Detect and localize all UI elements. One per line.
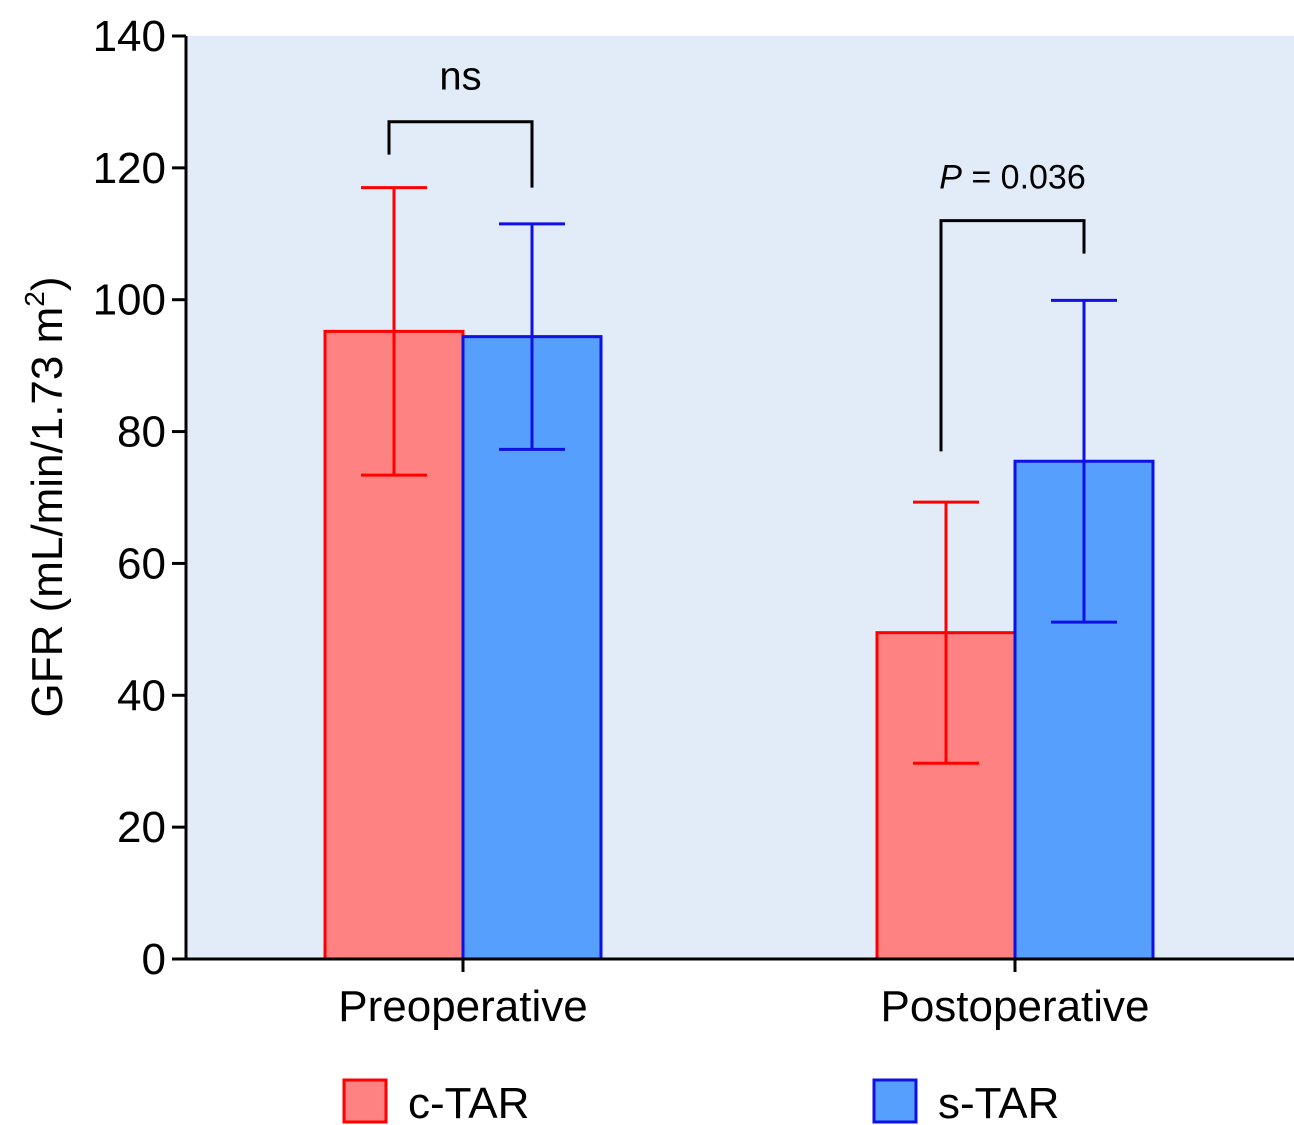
x-tick-label: Postoperative: [880, 982, 1149, 1031]
error-bar-s-TAR-preoperative: [499, 222, 565, 451]
y-axis-label-close: ): [23, 277, 72, 292]
error-bars: [361, 186, 1117, 765]
legend-swatch: [342, 1078, 388, 1124]
legend-label: s-TAR: [938, 1079, 1059, 1125]
error-bar-c-TAR-preoperative: [361, 186, 427, 477]
y-tick-label: 40: [117, 671, 166, 720]
legend: c-TAR s-TAR: [342, 1078, 1059, 1125]
error-bar-c-TAR-postoperative: [913, 500, 979, 765]
significance-bracket-0: ns: [387, 55, 534, 188]
y-tick-label: 120: [93, 144, 166, 193]
legend-swatch: [872, 1078, 918, 1124]
legend-item-s-TAR: s-TAR: [872, 1078, 1059, 1125]
y-axis-label-superscript: 2: [19, 291, 50, 307]
significance-annotations: ns P = 0.036: [387, 55, 1086, 452]
y-tick-label: 80: [117, 408, 166, 457]
significance-bracket-1: P = 0.036: [939, 159, 1086, 452]
y-tick-label: 140: [93, 12, 166, 61]
legend-label: c-TAR: [408, 1079, 529, 1125]
y-tick-label: 100: [93, 276, 166, 325]
y-tick-label: 60: [117, 539, 166, 588]
x-tick-label: Preoperative: [338, 982, 587, 1031]
bracket-line: [387, 120, 534, 188]
bracket-line: [939, 219, 1086, 452]
y-tick-label: 0: [142, 935, 166, 984]
significance-label: ns: [439, 55, 481, 99]
y-tick-label: 20: [117, 803, 166, 852]
error-bar-s-TAR-postoperative: [1051, 298, 1117, 624]
legend-item-c-TAR: c-TAR: [342, 1078, 529, 1125]
axes: 0 20 40 60 80 100 120 140 Preoperative Postoperat…: [93, 12, 1294, 1031]
significance-label: P = 0.036: [939, 159, 1086, 197]
y-axis-label: GFR (mL/min/1.73 m2): [19, 277, 72, 718]
